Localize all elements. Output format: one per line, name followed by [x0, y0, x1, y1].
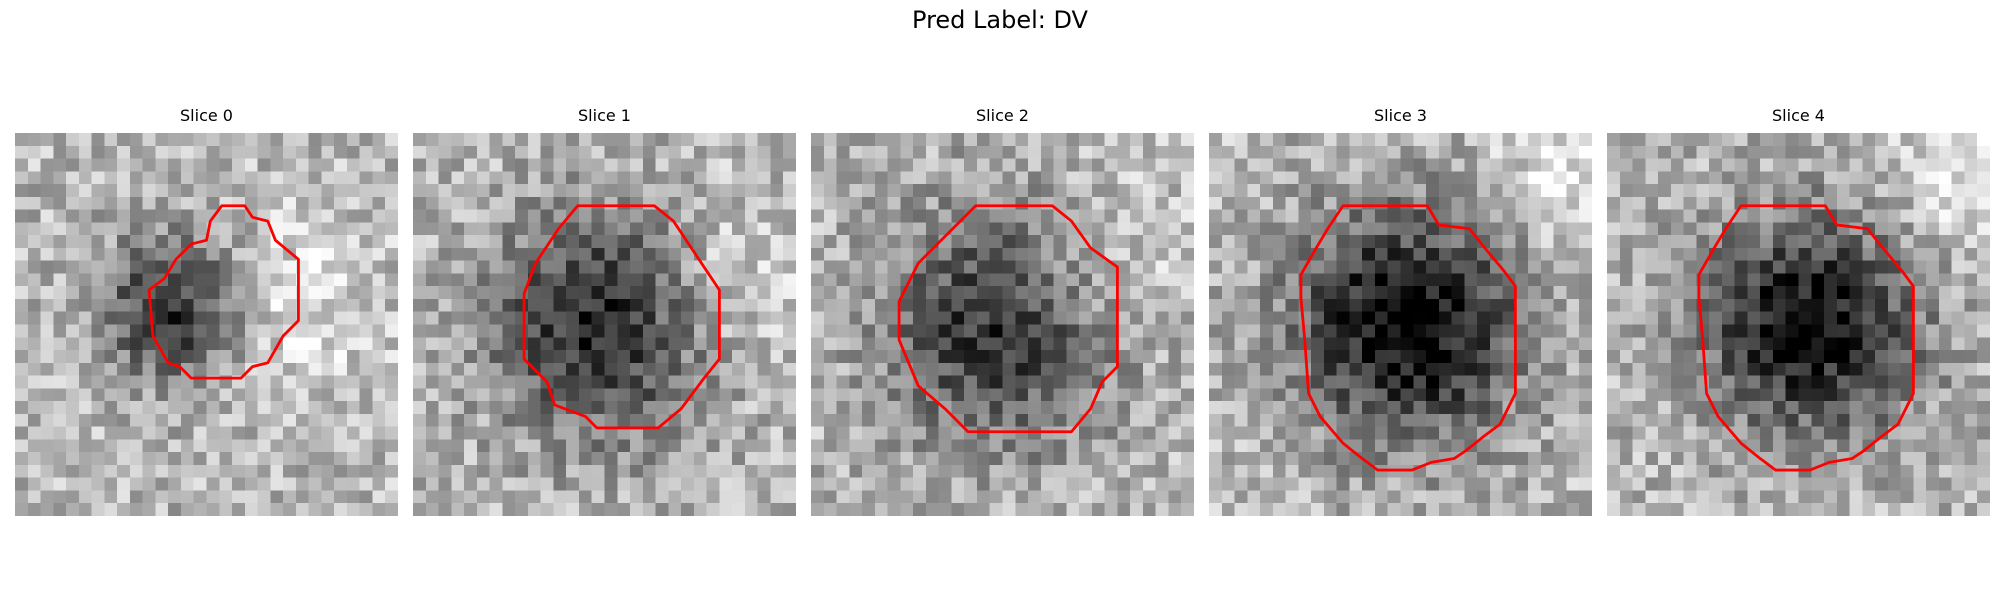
slice-title: Slice 4: [1772, 106, 1825, 125]
segmentation-contour: [1697, 204, 1915, 472]
slice-title: Slice 2: [976, 106, 1029, 125]
slice-title: Slice 1: [578, 106, 631, 125]
slice-image: [811, 133, 1194, 516]
segmentation-contour: [522, 204, 721, 430]
figure-title: Pred Label: DV: [912, 6, 1088, 34]
slice-title: Slice 3: [1374, 106, 1427, 125]
slice-image: [1209, 133, 1592, 516]
slice-image: [15, 133, 398, 516]
slice-image: [413, 133, 796, 516]
segmentation-contour: [897, 204, 1119, 434]
segmentation-contour: [147, 204, 300, 380]
segmentation-contour: [1299, 204, 1517, 472]
slice-title: Slice 0: [180, 106, 233, 125]
slice-image: [1607, 133, 1990, 516]
